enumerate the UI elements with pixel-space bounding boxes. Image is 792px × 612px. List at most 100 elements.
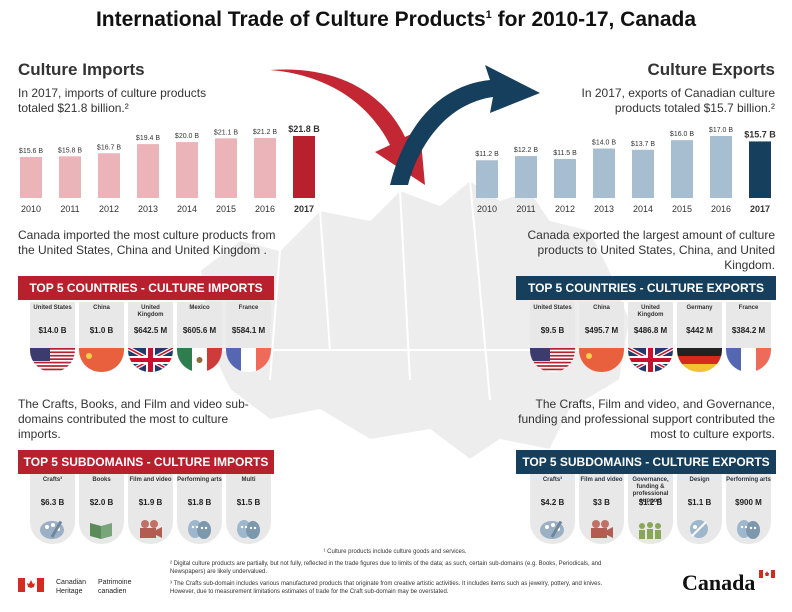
- imports-data-label: $15.6 B: [19, 148, 43, 155]
- imports-bar-chart: $15.6 B 2010 $15.8 B 2011 $16.7 B 2012 $19.4 B…: [19, 124, 320, 214]
- country-card: Germany $442 M: [677, 302, 722, 372]
- import-arrow: [270, 69, 425, 185]
- country-value: $642.5 M: [133, 326, 168, 335]
- exports-data-label: $14.0 B: [592, 140, 616, 147]
- subdomain-value: $1.1 B: [687, 498, 712, 507]
- exports-bar: [593, 148, 615, 198]
- imports-tick-label: 2013: [138, 204, 158, 214]
- imports-tick-label: 2014: [177, 204, 197, 214]
- imports-intro: In 2017, imports of culture products tot…: [18, 86, 207, 115]
- imports-tick-label: 2010: [21, 204, 41, 214]
- country-value: $384.2 M: [731, 326, 766, 335]
- subdomain-card: Performing arts $1.8 B: [177, 474, 222, 544]
- masks-icon: [237, 520, 260, 539]
- exports-subdomains-banner: TOP 5 SUBDOMAINS - CULTURE EXPORTS: [516, 450, 776, 474]
- gov-french-name: Patrimoine canadien: [98, 579, 132, 595]
- country-name: United States: [533, 305, 572, 311]
- country-value: $584.1 M: [231, 326, 266, 335]
- country-name: China: [593, 305, 610, 311]
- imports-bar: [254, 138, 276, 198]
- subdomain-name: Crafts³: [42, 477, 63, 483]
- country-value: $486.8 M: [633, 326, 668, 335]
- subdomain-value: $6.3 B: [40, 498, 65, 507]
- design-icon: [690, 520, 708, 538]
- imports-subdomains-banner: TOP 5 SUBDOMAINS - CULTURE IMPORTS: [18, 450, 274, 474]
- subdomain-card: Crafts³ $4.2 B: [530, 474, 575, 544]
- imports-tick-label: 2011: [60, 204, 79, 214]
- canada-flag-icon: [18, 578, 44, 592]
- people-icon: [639, 522, 661, 539]
- subdomain-name: Film and video: [129, 477, 172, 483]
- uk-flag-icon: [628, 348, 673, 372]
- subdomain-card: Crafts³ $6.3 B: [30, 474, 75, 544]
- imports-data-label: $20.0 B: [175, 133, 199, 140]
- imports-heading: Culture Imports: [18, 60, 145, 79]
- imports-countries-cards: United States $14.0 B China $1.0 B United Ki…: [30, 302, 271, 372]
- page-title: International Trade of Culture Products1…: [95, 8, 697, 31]
- subdomain-value: $1.2 B: [638, 498, 663, 507]
- imports-bar: [176, 142, 198, 198]
- footnote-2: ² Digital culture products are partially…: [170, 561, 602, 575]
- exports-bar: [710, 136, 732, 198]
- imports-bar: [20, 156, 42, 198]
- book-icon: [90, 523, 112, 539]
- canada-wordmark: Canada: [682, 570, 756, 595]
- subdomain-name: Books: [92, 477, 111, 483]
- country-card: France $584.1 M: [226, 302, 271, 372]
- imports-countries-text: Canada imported the most culture product…: [18, 228, 276, 257]
- imports-bar: [215, 138, 237, 198]
- country-value: $495.7 M: [584, 326, 619, 335]
- exports-bar: [476, 160, 498, 198]
- subdomain-name: Design: [689, 477, 710, 483]
- country-value: $9.5 B: [540, 326, 565, 335]
- footnote-1: ¹ Culture products include culture goods…: [323, 549, 467, 555]
- subdomain-name: Multi: [241, 477, 256, 483]
- fr-flag-icon: [226, 348, 271, 372]
- imports-data-label: $19.4 B: [136, 135, 160, 142]
- exports-data-label: $16.0 B: [670, 131, 694, 138]
- exports-subdomains-cards: Crafts³ $4.2 B Film and video $3 B Governanc…: [530, 474, 771, 544]
- subdomain-name: Governance, funding & professional suppo…: [632, 477, 669, 504]
- country-name: United Kingdom: [637, 305, 664, 318]
- palette-icon: [40, 520, 64, 539]
- masks-icon: [737, 520, 760, 539]
- subdomain-value: $900 M: [735, 498, 762, 507]
- imports-bar: [293, 136, 315, 198]
- exports-bar: [749, 141, 771, 198]
- exports-countries-cards: United States $9.5 B China $495.7 M United K…: [530, 302, 771, 372]
- subdomain-card: Film and video $1.9 B: [128, 474, 173, 544]
- imports-data-label: $21.2 B: [253, 129, 277, 136]
- imports-subdomains-cards: Crafts³ $6.3 B Books $2.0 B Film and video $1…: [30, 474, 271, 544]
- subdomain-name: Crafts³: [542, 477, 563, 483]
- exports-bar: [671, 140, 693, 198]
- country-name: France: [238, 305, 259, 311]
- exports-bar: [632, 149, 654, 198]
- country-value: $442 M: [686, 326, 713, 335]
- exports-subdomains-text: The Crafts, Film and video, and Governan…: [518, 397, 775, 441]
- imports-countries-banner: TOP 5 COUNTRIES - CULTURE IMPORTS: [18, 276, 274, 300]
- exports-bar: [515, 156, 537, 198]
- subdomain-card: Performing arts $900 M: [726, 474, 771, 544]
- subdomain-name: Film and video: [580, 477, 623, 483]
- masks-icon: [188, 520, 211, 539]
- exports-data-label: $13.7 B: [631, 141, 655, 148]
- export-arrow: [390, 65, 540, 185]
- subdomain-value: $1.9 B: [138, 498, 163, 507]
- subdomain-name: Performing arts: [726, 477, 771, 483]
- exports-tick-label: 2010: [477, 204, 497, 214]
- country-value: $605.6 M: [182, 326, 217, 335]
- fr-flag-icon: [726, 348, 771, 372]
- canada-map-background: [198, 178, 632, 462]
- subdomain-value: $3 B: [593, 498, 610, 507]
- exports-heading: Culture Exports: [647, 60, 775, 79]
- exports-countries-banner: TOP 5 COUNTRIES - CULTURE EXPORTS: [516, 276, 776, 300]
- exports-tick-label: 2012: [555, 204, 575, 214]
- exports-bar: [554, 158, 576, 198]
- exports-tick-label: 2016: [711, 204, 731, 214]
- country-card: France $384.2 M: [726, 302, 771, 372]
- country-name: China: [93, 305, 110, 311]
- subdomain-card: Governance, funding & professional suppo…: [628, 474, 673, 544]
- us-flag-icon: [30, 348, 75, 372]
- subdomain-name: Performing arts: [177, 477, 222, 483]
